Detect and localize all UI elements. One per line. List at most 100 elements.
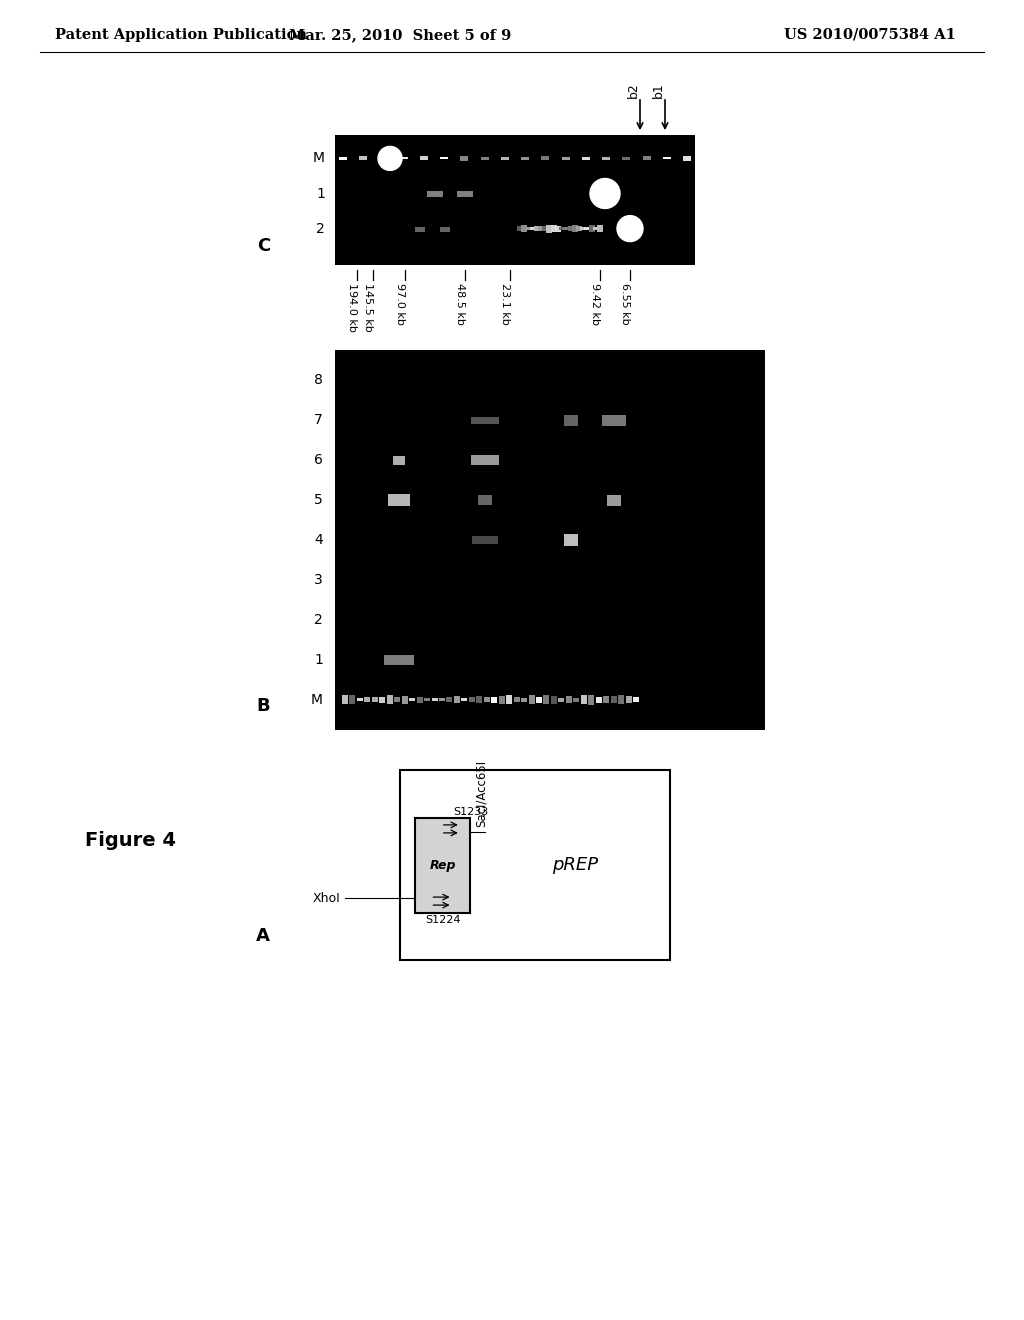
Text: 8: 8	[314, 374, 323, 387]
Bar	[415, 817, 470, 912]
Text: 7: 7	[314, 413, 323, 428]
Bar	[610, 696, 616, 704]
Bar	[431, 698, 437, 701]
Text: Mar. 25, 2010  Sheet 5 of 9: Mar. 25, 2010 Sheet 5 of 9	[289, 28, 511, 42]
Bar	[477, 495, 493, 506]
Bar	[472, 536, 499, 544]
Bar	[380, 157, 387, 160]
Bar	[525, 227, 531, 231]
Bar	[379, 697, 385, 702]
Bar	[446, 697, 453, 702]
Text: b1: b1	[652, 82, 665, 98]
Bar	[335, 350, 765, 730]
Text: 2: 2	[316, 222, 325, 235]
Bar	[544, 694, 550, 705]
Bar	[581, 696, 587, 704]
Bar	[427, 190, 443, 197]
Bar	[585, 227, 591, 230]
Bar	[623, 157, 631, 160]
Text: 1: 1	[314, 652, 323, 667]
Text: pREP: pREP	[552, 855, 599, 874]
Bar	[365, 697, 371, 702]
Bar	[589, 226, 595, 232]
Bar	[454, 696, 460, 704]
Circle shape	[590, 178, 620, 209]
Bar	[462, 698, 467, 701]
Bar	[521, 226, 527, 232]
Bar	[394, 697, 400, 702]
Bar	[440, 157, 449, 160]
Bar	[483, 697, 489, 702]
Bar	[415, 227, 425, 231]
Text: 48.5 kb: 48.5 kb	[455, 282, 465, 325]
Bar	[410, 698, 415, 701]
Bar	[642, 157, 650, 160]
Bar	[439, 698, 445, 701]
Bar	[626, 696, 632, 704]
Bar	[335, 135, 695, 265]
Bar	[401, 696, 408, 704]
Bar	[357, 698, 362, 701]
Bar	[387, 696, 393, 704]
Text: 6: 6	[314, 453, 323, 467]
Bar	[457, 190, 473, 197]
Text: SacI/Acc65I: SacI/Acc65I	[475, 759, 488, 826]
Text: 145.5 kb: 145.5 kb	[362, 282, 373, 331]
Bar	[563, 535, 579, 545]
Bar	[547, 224, 553, 232]
Text: 3: 3	[314, 573, 323, 587]
Bar	[506, 694, 512, 705]
Bar	[567, 226, 573, 231]
Text: C: C	[257, 238, 270, 255]
Bar	[499, 696, 505, 704]
Bar	[469, 697, 475, 702]
Bar	[588, 694, 594, 705]
Text: 2: 2	[314, 612, 323, 627]
Bar	[349, 696, 355, 704]
Text: S1224: S1224	[425, 915, 460, 925]
Bar	[551, 224, 557, 232]
Bar	[424, 698, 430, 701]
Bar	[514, 697, 519, 702]
Bar	[603, 696, 609, 704]
Text: Patent Application Publication: Patent Application Publication	[55, 28, 307, 42]
Bar	[480, 157, 488, 160]
Bar	[593, 227, 599, 230]
Text: b2: b2	[627, 82, 640, 98]
Text: 4: 4	[314, 533, 323, 546]
Bar	[563, 227, 569, 230]
Bar	[440, 227, 450, 231]
Bar	[566, 696, 571, 704]
Bar	[555, 226, 561, 231]
Text: 97.0 kb: 97.0 kb	[395, 282, 406, 325]
Bar	[538, 226, 544, 231]
Bar	[501, 157, 509, 160]
Bar	[339, 157, 347, 160]
Bar	[393, 455, 406, 465]
Bar	[575, 227, 582, 231]
Text: M: M	[311, 693, 323, 706]
Bar	[521, 157, 529, 160]
Text: 9.42 kb: 9.42 kb	[590, 282, 600, 325]
Bar	[461, 156, 468, 161]
Bar	[563, 414, 579, 426]
Bar	[582, 157, 590, 160]
Bar	[571, 224, 578, 232]
Circle shape	[378, 147, 402, 170]
Text: US 2010/0075384 A1: US 2010/0075384 A1	[784, 28, 956, 42]
Bar	[602, 157, 610, 160]
Text: S1233: S1233	[454, 807, 489, 817]
Bar	[521, 698, 527, 701]
Bar	[602, 414, 627, 426]
Bar	[471, 455, 499, 465]
Text: 23.1 kb: 23.1 kb	[500, 282, 510, 325]
Bar	[536, 697, 542, 702]
Text: 5: 5	[314, 494, 323, 507]
Bar	[529, 227, 536, 230]
Bar	[683, 156, 691, 161]
Bar	[399, 157, 408, 160]
Bar	[476, 696, 482, 704]
Bar	[551, 696, 557, 704]
Bar	[492, 697, 498, 702]
Bar	[558, 698, 564, 701]
